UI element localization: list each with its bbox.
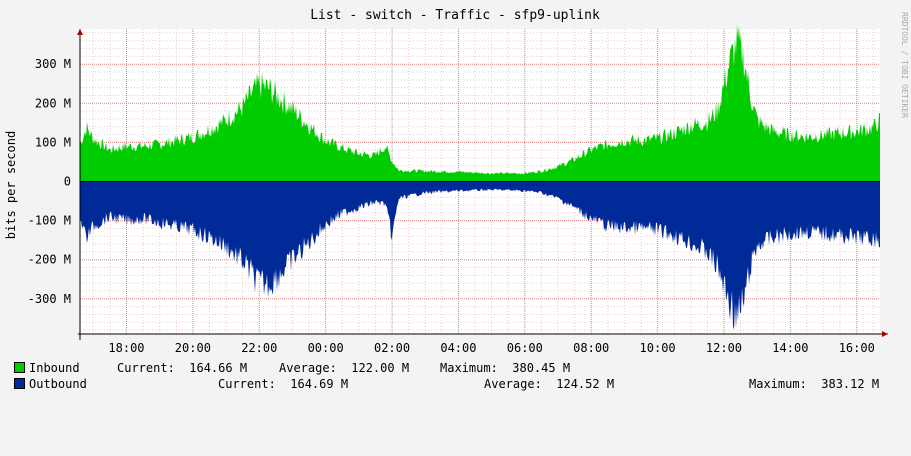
y-tick-label: -300 M — [28, 292, 71, 306]
y-tick-label: 0 — [64, 175, 71, 189]
y-tick-label: 100 M — [35, 135, 71, 149]
legend-outbound-key: Outbound — [14, 376, 87, 392]
traffic-graph: 300 M 200 M 100 M 0 -100 M -200 M -300 M 18:00 2… — [4, 8, 909, 355]
outbound-average-value: 124.52 M — [556, 377, 615, 391]
y-axis-label: bits per second — [4, 131, 18, 239]
x-tick-label: 20:00 — [175, 341, 211, 355]
x-tick-label: 12:00 — [706, 341, 742, 355]
tick-labels: 300 M 200 M 100 M 0 -100 M -200 M -300 M 18:00 2… — [28, 57, 875, 355]
x-tick-label: 06:00 — [507, 341, 543, 355]
inbound-average-value: 122.00 M — [351, 361, 410, 375]
legend-inbound: Inbound Current: 164.66 M Average: 122.0… — [14, 360, 570, 376]
legend-inbound-name: Inbound — [29, 361, 80, 375]
inbound-maximum-value: 380.45 M — [512, 361, 571, 375]
legend-inbound-maximum: Maximum: 380.45 M — [440, 361, 571, 375]
legend-outbound-maximum: Maximum: 383.12 M — [749, 377, 880, 391]
x-tick-label: 04:00 — [440, 341, 476, 355]
series-area-outbound — [80, 181, 880, 330]
x-tick-label: 18:00 — [108, 341, 144, 355]
x-tick-label: 10:00 — [640, 341, 676, 355]
y-tick-label: -200 M — [28, 253, 71, 267]
legend-inbound-current: Current: 164.66 M — [117, 361, 248, 375]
x-tick-label: 08:00 — [573, 341, 609, 355]
x-axis-arrow — [882, 331, 888, 337]
axes — [77, 29, 888, 340]
legend-outbound-average: Average: 124.52 M — [484, 377, 615, 391]
legend-inbound-key: Inbound — [14, 360, 80, 376]
outbound-swatch — [14, 378, 25, 389]
x-tick-label: 14:00 — [772, 341, 808, 355]
legend-outbound-current: Current: 164.69 M — [218, 377, 349, 391]
x-tick-label: 16:00 — [839, 341, 875, 355]
series-areas — [80, 24, 880, 330]
y-tick-label: -100 M — [28, 214, 71, 228]
outbound-current-value: 164.69 M — [290, 377, 349, 391]
y-axis-arrow — [77, 29, 83, 35]
x-tick-label: 02:00 — [374, 341, 410, 355]
series-area-inbound — [80, 24, 880, 182]
x-tick-label: 22:00 — [241, 341, 277, 355]
legend-outbound: Outbound Current: 164.69 M Average: 124.… — [14, 376, 879, 392]
y-tick-label: 300 M — [35, 57, 71, 71]
x-tick-label: 00:00 — [308, 341, 344, 355]
rrdtool-credit: RRDTOOL / TOBI OETIKER — [900, 12, 909, 118]
inbound-swatch — [14, 362, 25, 373]
legend-outbound-name: Outbound — [29, 377, 87, 391]
y-tick-label: 200 M — [35, 96, 71, 110]
outbound-maximum-value: 383.12 M — [821, 377, 880, 391]
legend-inbound-average: Average: 122.00 M — [279, 361, 410, 375]
chart-title: List - switch - Traffic - sfp9-uplink — [310, 8, 600, 23]
inbound-current-value: 164.66 M — [189, 361, 248, 375]
